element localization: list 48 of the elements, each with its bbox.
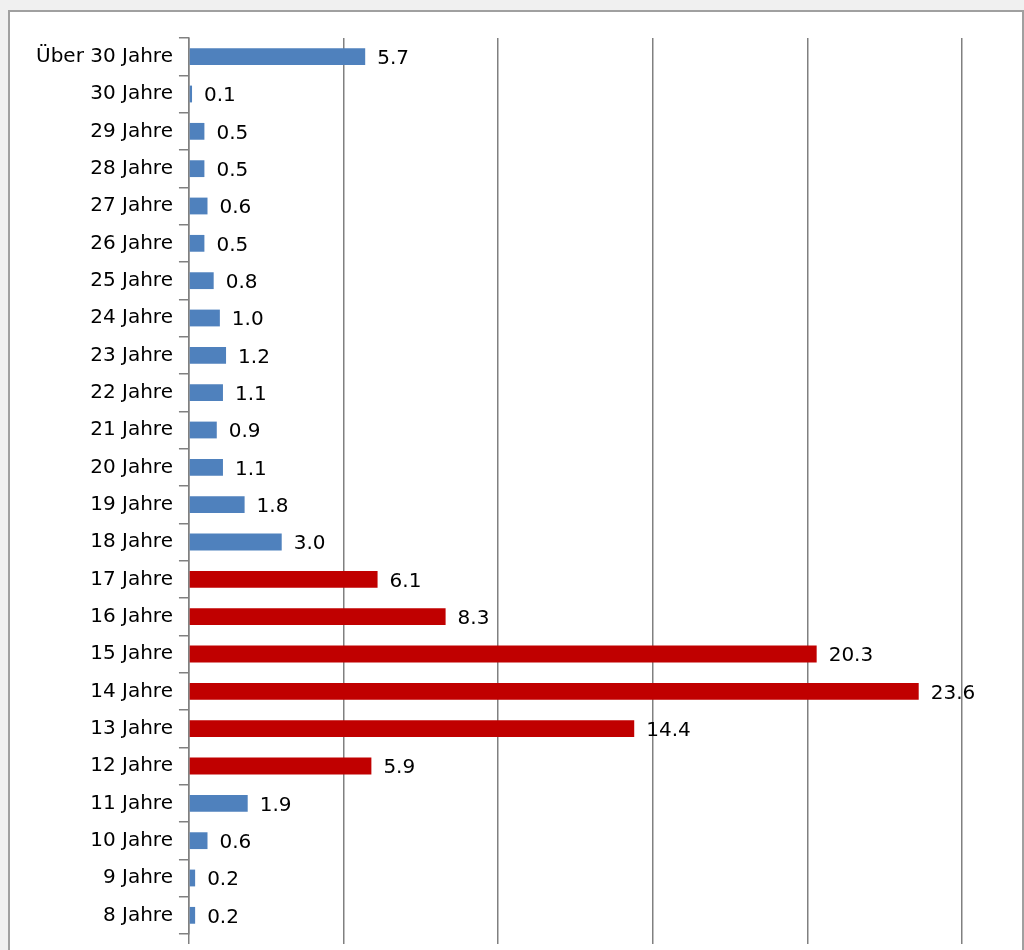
y-tick-label: 17 Jahre: [90, 565, 173, 590]
data-label: 1.1: [234, 455, 267, 480]
data-label: 23.6: [930, 679, 976, 704]
data-label: 1.9: [259, 791, 292, 816]
y-tick-label: 27 Jahre: [90, 192, 173, 217]
data-label: 5.7: [377, 44, 410, 69]
y-tick-label: Über 30 Jahre: [35, 42, 173, 67]
y-tick-label: 21 Jahre: [90, 416, 173, 441]
data-label: 20.3: [828, 642, 874, 667]
y-tick-label: 22 Jahre: [90, 378, 173, 403]
y-tick-label: 23 Jahre: [90, 341, 173, 366]
data-label: 3.0: [293, 530, 326, 555]
data-label: 1.0: [231, 306, 264, 331]
y-tick-label: 19 Jahre: [90, 490, 173, 515]
data-label: 0.1: [204, 82, 236, 107]
y-tick-label: 8 Jahre: [102, 901, 173, 926]
data-label: 14.4: [646, 716, 691, 741]
data-label: 0.5: [216, 156, 249, 181]
y-tick-label: 9 Jahre: [102, 864, 173, 889]
y-tick-label: 13 Jahre: [90, 714, 173, 739]
y-tick-label: 30 Jahre: [90, 80, 173, 105]
y-tick-label: 10 Jahre: [90, 826, 173, 851]
y-tick-label: 29 Jahre: [90, 117, 173, 142]
data-label: 0.2: [207, 903, 239, 928]
data-label: 0.2: [207, 866, 239, 891]
y-tick-label: 26 Jahre: [90, 229, 173, 254]
y-tick-label: 28 Jahre: [90, 154, 173, 179]
y-tick-label: 15 Jahre: [90, 640, 173, 665]
data-label: 0.6: [219, 194, 252, 219]
y-tick-label: 20 Jahre: [90, 453, 173, 478]
data-label: 0.6: [219, 828, 252, 853]
y-tick-label: 18 Jahre: [90, 528, 173, 553]
y-tick-label: 16 Jahre: [90, 602, 173, 627]
data-label: 0.5: [216, 119, 249, 144]
y-tick-label: 24 Jahre: [90, 304, 173, 329]
data-label: 1.2: [238, 343, 270, 368]
data-label: 6.1: [389, 567, 422, 592]
y-tick-label: 11 Jahre: [90, 789, 173, 814]
data-label: 1.8: [256, 492, 289, 517]
data-label: 0.5: [216, 231, 249, 256]
data-label: 1.1: [234, 380, 267, 405]
y-tick-label: 25 Jahre: [90, 266, 173, 291]
data-label: 0.9: [228, 418, 261, 443]
data-label: 5.9: [383, 754, 416, 779]
data-label: 8.3: [457, 604, 490, 629]
data-label: 0.8: [225, 268, 258, 293]
y-tick-label: 14 Jahre: [90, 677, 173, 702]
y-tick-label: 12 Jahre: [90, 752, 173, 777]
